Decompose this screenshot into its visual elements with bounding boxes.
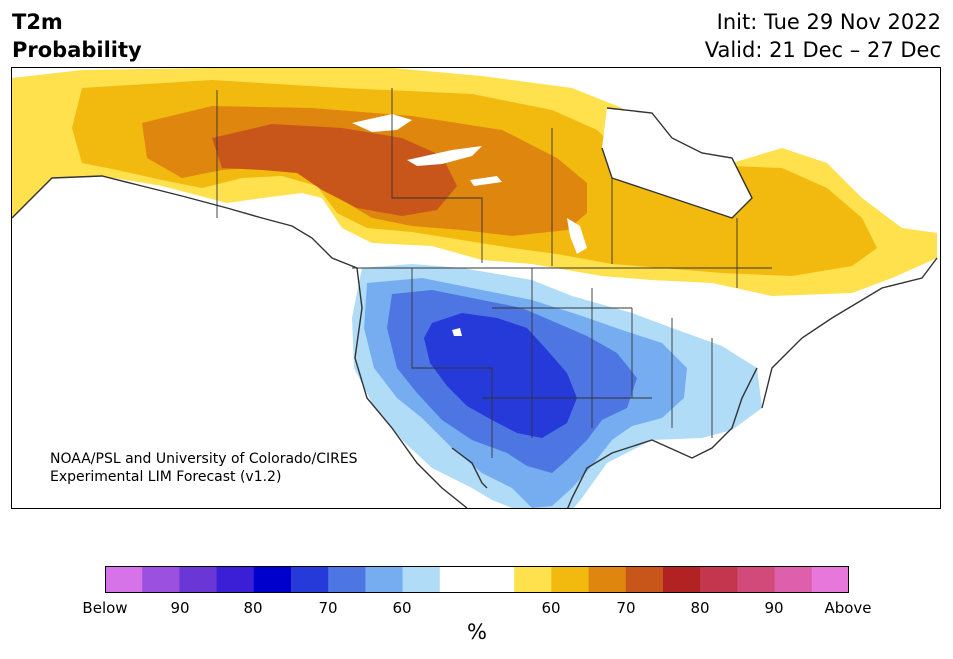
lake-athabasca bbox=[470, 176, 502, 186]
tick-below-90: 90 bbox=[170, 599, 190, 617]
colorbar-swatch bbox=[551, 566, 590, 593]
colorbar-swatch bbox=[588, 566, 627, 593]
colorbar-swatch bbox=[402, 566, 441, 593]
borders bbox=[216, 88, 772, 458]
credit-line-1: NOAA/PSL and University of Colorado/CIRE… bbox=[50, 451, 358, 467]
colorbar-swatch bbox=[811, 566, 849, 593]
colorbar-swatch bbox=[663, 566, 701, 593]
tick-above-70: 70 bbox=[616, 599, 636, 617]
init-date: Init: Tue 29 Nov 2022 bbox=[716, 10, 941, 34]
lake-winnipeg bbox=[567, 218, 587, 254]
credit-line-2: Experimental LIM Forecast (v1.2) bbox=[50, 469, 282, 485]
cold-region-75 bbox=[424, 313, 577, 438]
colorbar-border bbox=[105, 566, 849, 593]
colorbar-swatch bbox=[179, 566, 218, 593]
tick-below: Below bbox=[82, 599, 128, 617]
tick-above-80: 80 bbox=[690, 599, 710, 617]
colorbar-swatch bbox=[291, 566, 329, 593]
colorbar-swatch bbox=[439, 566, 478, 593]
colorbar-swatch bbox=[253, 566, 292, 593]
coastlines bbox=[12, 107, 938, 508]
tick-below-80: 80 bbox=[243, 599, 263, 617]
colorbar-swatch bbox=[105, 566, 143, 593]
valid-range: Valid: 21 Dec – 27 Dec bbox=[704, 38, 941, 62]
probability-map: NOAA/PSL and University of Colorado/CIRE… bbox=[11, 67, 941, 509]
colorbar-swatch bbox=[328, 566, 366, 593]
tick-above-60: 60 bbox=[541, 599, 561, 617]
colorbar-swatch bbox=[625, 566, 664, 593]
tick-below-60: 60 bbox=[392, 599, 412, 617]
colorbar-swatch bbox=[737, 566, 776, 593]
colorbar-swatch bbox=[365, 566, 404, 593]
warm-region-75 bbox=[212, 124, 457, 216]
colorbar-swatch bbox=[477, 566, 515, 593]
tick-above: Above bbox=[824, 599, 872, 617]
tick-above-90: 90 bbox=[764, 599, 784, 617]
colorbar bbox=[105, 566, 849, 593]
colorbar-swatch bbox=[216, 566, 255, 593]
title-line-1: T2m bbox=[12, 10, 63, 34]
colorbar-swatch bbox=[142, 566, 180, 593]
map-title: T2m Probability bbox=[12, 8, 142, 64]
great-salt-lake bbox=[452, 328, 462, 336]
lake-great-bear bbox=[352, 114, 412, 132]
colorbar-unit-label: % bbox=[467, 620, 487, 644]
colorbar-swatch bbox=[700, 566, 738, 593]
tick-below-70: 70 bbox=[318, 599, 338, 617]
forecast-dates: Init: Tue 29 Nov 2022 Valid: 21 Dec – 27… bbox=[705, 8, 941, 64]
credit-text: NOAA/PSL and University of Colorado/CIRE… bbox=[50, 450, 358, 486]
lake-great-slave bbox=[407, 146, 482, 166]
map-canvas bbox=[12, 68, 938, 508]
title-line-2: Probability bbox=[12, 38, 142, 62]
colorbar-swatch bbox=[514, 566, 552, 593]
hudson-bay bbox=[602, 108, 752, 218]
colorbar-swatch bbox=[774, 566, 813, 593]
